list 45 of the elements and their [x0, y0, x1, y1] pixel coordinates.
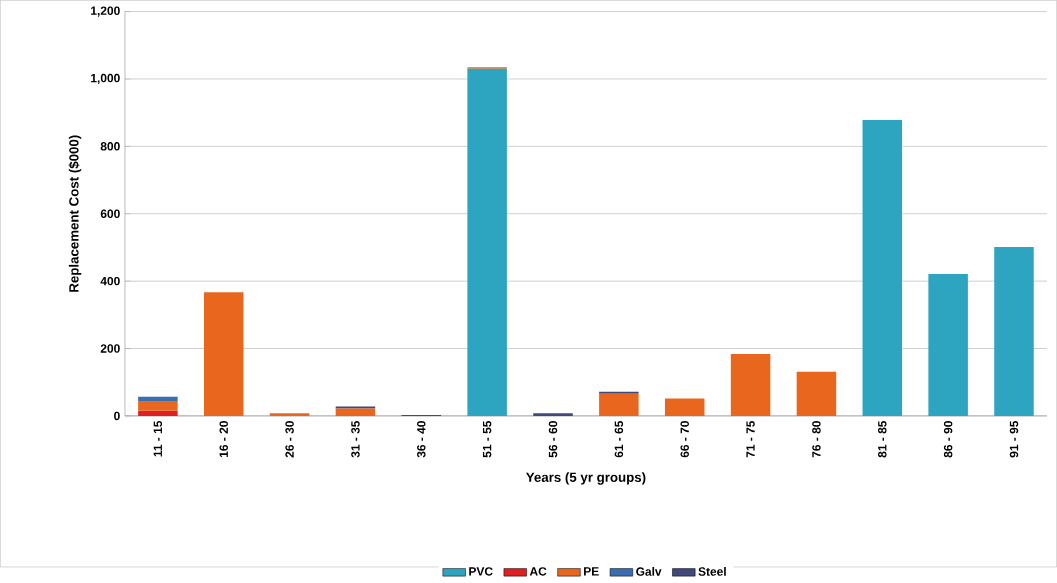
y-tick-label: 1,000 [91, 73, 120, 85]
x-tick-label: 56 - 60 [548, 421, 558, 458]
legend-label: PE [584, 567, 599, 576]
bar [138, 401, 178, 411]
bar [335, 408, 376, 416]
bar [467, 68, 507, 416]
y-tick-label: 1,200 [91, 6, 120, 17]
x-tick-label: 91 - 95 [1009, 420, 1019, 458]
bar [994, 247, 1034, 416]
x-tick-label: 71 - 75 [746, 420, 755, 458]
y-axis-title: Replacement Cost ($000) [68, 135, 82, 292]
x-tick-label: 86 - 90 [943, 421, 953, 458]
x-tick-label: 11 - 15 [153, 420, 163, 457]
bar [664, 398, 705, 416]
x-tick-label: 31 - 35 [351, 420, 360, 458]
bar [203, 292, 244, 416]
bar [796, 371, 837, 416]
bar [730, 353, 771, 416]
legend-label: Steel [698, 567, 726, 576]
x-axis-title: Years (5 yr groups) [526, 472, 646, 485]
bar [599, 393, 639, 416]
x-tick-label: 16 - 20 [219, 421, 228, 458]
bar [335, 406, 376, 409]
bar [928, 274, 968, 416]
bar [138, 410, 178, 416]
legend-label: Galv [636, 567, 662, 576]
legend-label: AC [529, 567, 547, 576]
x-tick-label: 36 - 40 [417, 421, 426, 458]
x-tick-label: 61 - 65 [614, 420, 624, 458]
y-tick-label: 0 [114, 411, 120, 421]
x-tick-label: 66 - 70 [680, 421, 689, 458]
y-tick-label: 400 [100, 276, 120, 286]
x-tick-label: 76 - 80 [812, 421, 821, 458]
bar [269, 413, 310, 416]
bar [599, 391, 639, 394]
x-tick-label: 26 - 30 [285, 421, 294, 458]
bar [862, 120, 903, 416]
x-tick-label: 81 - 85 [878, 420, 887, 458]
y-tick-label: 800 [100, 142, 120, 151]
x-tick-label: 51 - 55 [482, 420, 492, 458]
bar [138, 396, 178, 402]
legend-label: PVC [469, 567, 493, 576]
y-tick-label: 200 [100, 344, 120, 353]
y-tick-label: 600 [100, 209, 120, 218]
bar [533, 413, 573, 416]
